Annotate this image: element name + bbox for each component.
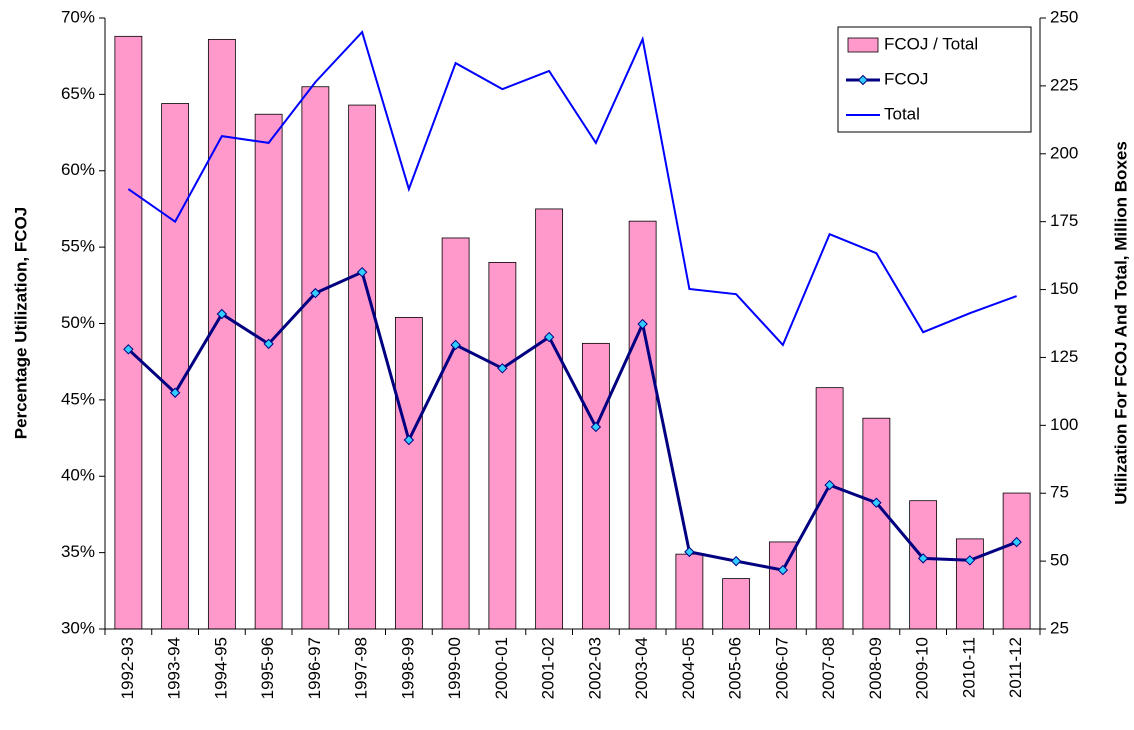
marker — [684, 546, 695, 558]
marker — [169, 387, 181, 398]
bar — [394, 316, 423, 630]
y2-tick-label: 125 — [1050, 347, 1078, 366]
marker — [543, 331, 555, 343]
x-tick-label: 2010-11 — [959, 637, 978, 698]
x-tick-label: 2004-05 — [679, 637, 698, 699]
y2-tick-label: 225 — [1050, 75, 1078, 94]
marker — [590, 421, 602, 433]
y-tick-label: 40% — [61, 466, 95, 485]
y-tick-label: 45% — [61, 389, 95, 408]
bar — [535, 208, 564, 630]
bar — [628, 220, 657, 630]
y2-tick-label: 100 — [1050, 415, 1078, 434]
y-tick-label: 35% — [61, 542, 95, 561]
x-tick-label: 2005-06 — [726, 637, 745, 699]
bar — [301, 86, 330, 630]
x-tick-label: 1995-96 — [258, 637, 277, 699]
bar — [1002, 492, 1031, 630]
bar — [207, 38, 236, 630]
legend-swatch — [847, 37, 879, 53]
x-tick-label: 1996-97 — [305, 637, 324, 699]
y-axis-title: Percentage Utilization, FCOJ — [11, 207, 30, 439]
y-tick-label: 50% — [61, 313, 95, 332]
legend-label: Total — [884, 104, 920, 123]
marker — [637, 318, 648, 330]
bar — [722, 578, 751, 630]
x-tick-label: 1994-95 — [211, 637, 230, 699]
y2-axis-title: Utilization For FCOJ And Total, Million … — [1111, 141, 1130, 505]
y-tick-label: 60% — [61, 160, 95, 179]
line-1 — [127, 270, 1018, 572]
marker — [216, 308, 228, 320]
x-tick-label: 2006-07 — [772, 637, 791, 699]
marker — [917, 553, 929, 564]
marker — [310, 287, 321, 299]
x-tick-label: 2009-10 — [913, 637, 932, 699]
y2-tick-label: 250 — [1050, 7, 1078, 26]
x-tick-label: 2003-04 — [632, 637, 651, 699]
marker — [123, 344, 134, 355]
y2-tick-label: 75 — [1050, 483, 1069, 502]
bar — [955, 538, 984, 630]
y-tick-label: 70% — [61, 7, 95, 26]
bar — [675, 553, 704, 630]
bar — [815, 387, 844, 630]
y2-tick-label: 175 — [1050, 211, 1078, 230]
marker — [824, 479, 835, 491]
x-tick-label: 2007-08 — [819, 637, 838, 699]
marker — [403, 434, 415, 446]
bar — [488, 261, 517, 630]
marker — [1011, 536, 1022, 548]
marker — [497, 363, 508, 374]
bar — [441, 237, 470, 630]
x-tick-label: 1993-94 — [165, 637, 184, 699]
legend-label: FCOJ — [884, 69, 928, 88]
x-tick-label: 1997-98 — [352, 637, 371, 699]
y2-tick-label: 150 — [1050, 279, 1078, 298]
bar — [254, 113, 283, 630]
y-tick-label: 65% — [61, 84, 95, 103]
bar — [909, 500, 938, 630]
marker — [777, 564, 789, 576]
x-tick-label: 2011-12 — [1006, 637, 1025, 698]
y-tick-label: 30% — [61, 618, 95, 637]
marker — [356, 266, 368, 278]
marker — [964, 555, 976, 566]
line-2 — [127, 30, 1017, 347]
bar — [581, 342, 610, 630]
x-tick-label: 2008-09 — [866, 637, 885, 699]
marker — [450, 339, 461, 351]
x-tick-label: 2001-02 — [539, 637, 558, 699]
x-tick-label: 1998-99 — [398, 637, 417, 699]
bar — [161, 103, 190, 630]
legend-label: FCOJ / Total — [884, 34, 978, 53]
bar — [862, 417, 891, 630]
x-tick-label: 1999-00 — [445, 637, 464, 699]
legend-marker — [857, 74, 869, 86]
marker — [730, 555, 742, 567]
x-tick-label: 2002-03 — [585, 637, 604, 699]
bar — [348, 104, 377, 630]
marker — [871, 497, 882, 508]
bar — [114, 35, 143, 630]
y2-tick-label: 200 — [1050, 143, 1078, 162]
marker — [263, 338, 274, 350]
x-tick-label: 1992-93 — [118, 637, 137, 699]
x-tick-label: 2000-01 — [492, 637, 511, 699]
y2-tick-label: 25 — [1050, 618, 1069, 637]
y-tick-label: 55% — [61, 237, 95, 256]
y2-tick-label: 50 — [1050, 551, 1069, 570]
